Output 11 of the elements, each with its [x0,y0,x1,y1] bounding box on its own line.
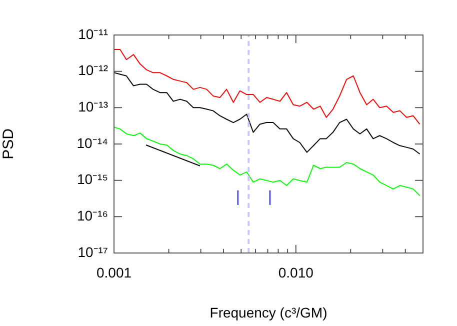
y-tick-label: 10⁻¹² [78,62,108,78]
y-tick-label: 10⁻¹⁶ [77,208,108,224]
y-tick-label: 10⁻¹¹ [78,26,108,42]
y-tick-label: 10⁻¹⁴ [76,134,108,151]
y-axis-title: PSD [0,128,18,160]
x-tick-label: 0.010 [278,264,314,280]
x-tick-label: 0.001 [96,264,132,280]
y-tick-label: 10⁻¹⁷ [78,244,108,260]
y-tick-label: 10⁻¹³ [78,98,108,115]
x-axis-title: Frequency (c³/GM) [210,304,328,320]
y-tick-label: 10⁻¹⁵ [76,171,108,188]
